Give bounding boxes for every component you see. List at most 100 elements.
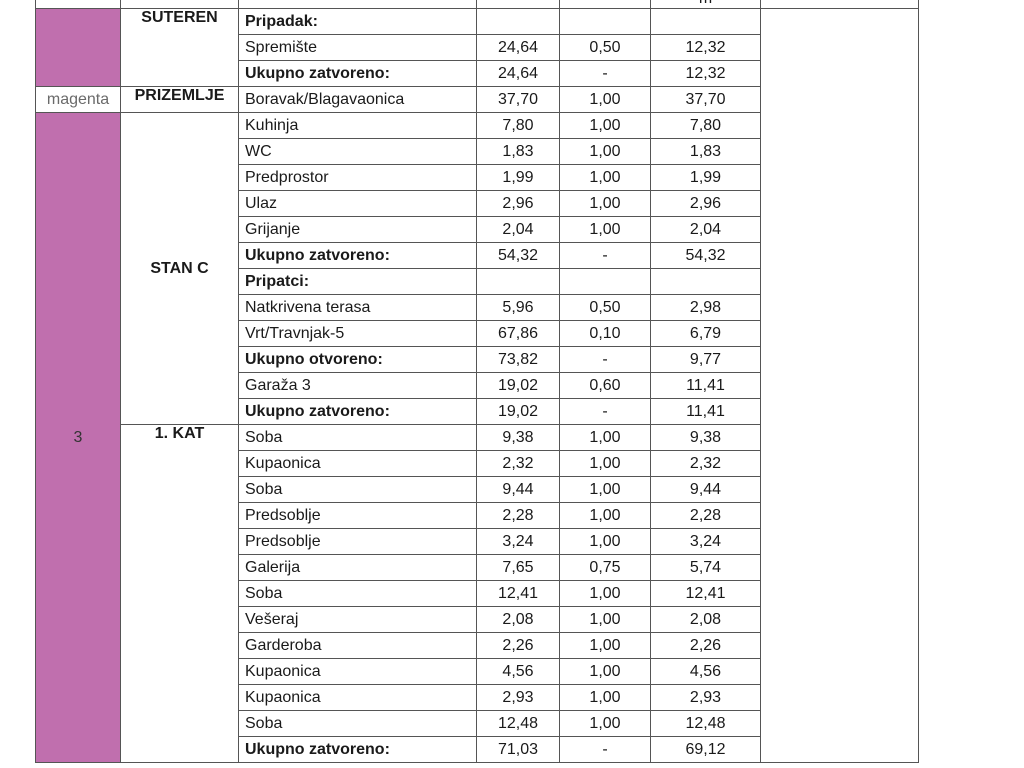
net-area-value: 4,56 <box>650 658 761 685</box>
table-row: Ukupno zatvoreno: 54,32-54,32 <box>36 242 919 269</box>
area-value: 67,86 <box>476 320 560 347</box>
room-name: Garaža 3 <box>238 372 477 399</box>
room-name: Pripatci: <box>238 268 477 295</box>
area-value: 3,24 <box>476 528 560 555</box>
table-row: 3 STAN C Kuhinja 7,80 1,00 7,80 <box>35 112 919 763</box>
header-row: m <box>35 0 919 9</box>
net-area-value <box>650 8 761 35</box>
coefficient-value: 1,00 <box>559 164 651 191</box>
area-value: 2,08 <box>476 606 560 633</box>
area-value: 73,82 <box>476 346 560 373</box>
table-row: magenta PRIZEMLJE Boravak/Blagavaonica 37,7… <box>35 86 919 113</box>
net-area-value: 12,48 <box>650 710 761 737</box>
coefficient-value: 1,00 <box>559 112 651 139</box>
room-name: Vešeraj <box>238 606 477 633</box>
net-area-value: 37,70 <box>650 86 761 113</box>
room-name: Natkrivena terasa <box>238 294 477 321</box>
group-label: STAN C <box>120 112 239 425</box>
table-row: SUTEREN Pripadak: <box>35 8 919 763</box>
room-name: Soba <box>238 424 477 451</box>
room-name: Vrt/Travnjak-5 <box>238 320 477 347</box>
net-area-value: 54,32 <box>650 242 761 269</box>
coefficient-value: - <box>559 242 651 269</box>
net-area-value: 69,12 <box>650 736 761 763</box>
coefficient-value: 1,00 <box>559 580 651 607</box>
group-label: PRIZEMLJE <box>120 86 239 113</box>
net-area-value: 11,41 <box>650 372 761 399</box>
area-value: 54,32 <box>476 242 560 269</box>
net-area-value: 2,93 <box>650 684 761 711</box>
net-area-value: 7,80 <box>650 112 761 139</box>
area-value <box>476 268 560 295</box>
area-value: 7,65 <box>476 554 560 581</box>
area-value: 1,99 <box>476 164 560 191</box>
table-row: Ukupno otvoreno: 73,82-9,77 <box>36 346 919 373</box>
net-area-value: 2,26 <box>650 632 761 659</box>
net-area-value: 9,38 <box>650 424 761 451</box>
table-row: Vrt/Travnjak-5 67,86 0,10 6,79 <box>36 320 919 347</box>
coefficient-value <box>559 8 651 35</box>
floor-marker <box>35 8 121 87</box>
table-row: Predsoblje 3,24 1,00 3,24 <box>36 528 919 555</box>
table-row: Predprostor 1,99 1,00 1,99 <box>36 164 919 191</box>
table-row: WC 1,83 1,00 1,83 <box>36 138 919 165</box>
net-area-value: 3,24 <box>650 528 761 555</box>
coefficient-value: 1,00 <box>559 424 651 451</box>
net-area-value: 9,44 <box>650 476 761 503</box>
room-name: Ukupno zatvoreno: <box>238 60 477 87</box>
coefficient-value: - <box>559 398 651 425</box>
room-name: Predsoblje <box>238 502 477 529</box>
coefficient-value: - <box>559 60 651 87</box>
room-name: Boravak/Blagavaonica <box>238 86 477 113</box>
coefficient-value: - <box>559 736 651 763</box>
coefficient-value: 1,00 <box>559 658 651 685</box>
room-name: Grijanje <box>238 216 477 243</box>
coefficient-value: 1,00 <box>559 450 651 477</box>
net-area-value: 5,74 <box>650 554 761 581</box>
marker-label: magenta <box>35 86 121 113</box>
table-row: Spremište 24,64 0,50 12,32 <box>36 34 919 61</box>
net-area-value: 12,32 <box>650 34 761 61</box>
table-row: Ukupno zatvoreno: 71,03-69,12 <box>36 736 919 763</box>
area-value: 2,93 <box>476 684 560 711</box>
table-row: Grijanje 2,04 1,00 2,04 <box>36 216 919 243</box>
room-name: Pripadak: <box>238 8 477 35</box>
area-value: 2,28 <box>476 502 560 529</box>
area-value: 2,32 <box>476 450 560 477</box>
coefficient-value: 1,00 <box>559 502 651 529</box>
coefficient-value: 1,00 <box>559 632 651 659</box>
area-value: 37,70 <box>476 86 560 113</box>
room-name: Soba <box>238 580 477 607</box>
room-name: Kupaonica <box>238 450 477 477</box>
net-area-value: 12,41 <box>650 580 761 607</box>
building-number: 3 <box>35 112 121 763</box>
net-area-value: 2,98 <box>650 294 761 321</box>
area-value: 2,26 <box>476 632 560 659</box>
table-row: Garderoba 2,26 1,00 2,26 <box>36 632 919 659</box>
area-value: 12,48 <box>476 710 560 737</box>
room-name: Predprostor <box>238 164 477 191</box>
coefficient-value: 0,60 <box>559 372 651 399</box>
table-row: Kupaonica 2,32 1,00 2,32 <box>36 450 919 477</box>
coefficient-value: 1,00 <box>559 606 651 633</box>
table-row: Soba 9,44 1,00 9,44 <box>36 476 919 503</box>
table-row: Soba 12,48 1,00 12,48 <box>36 710 919 737</box>
coefficient-value: 1,00 <box>559 138 651 165</box>
area-value: 5,96 <box>476 294 560 321</box>
net-area-value: 1,99 <box>650 164 761 191</box>
room-name: WC <box>238 138 477 165</box>
area-value: 2,96 <box>476 190 560 217</box>
table-row: 1. KAT Soba 9,38 1,00 9,38 <box>36 424 919 763</box>
area-value: 12,41 <box>476 580 560 607</box>
coefficient-value <box>559 268 651 295</box>
room-name: Ulaz <box>238 190 477 217</box>
table-row: Vešeraj 2,08 1,00 2,08 <box>36 606 919 633</box>
coefficient-value: 1,00 <box>559 710 651 737</box>
room-name: Ukupno zatvoreno: <box>238 736 477 763</box>
room-name: Spremište <box>238 34 477 61</box>
area-value: 19,02 <box>476 398 560 425</box>
coefficient-value: 0,50 <box>559 34 651 61</box>
coefficient-value: 1,00 <box>559 86 651 113</box>
coefficient-value: 1,00 <box>559 684 651 711</box>
coefficient-value: 0,75 <box>559 554 651 581</box>
